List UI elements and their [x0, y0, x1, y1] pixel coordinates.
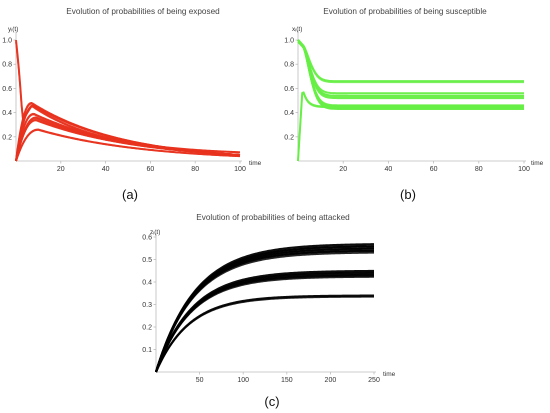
y-tick-label: 0.2 — [142, 325, 152, 332]
x-tick-label: 60 — [430, 166, 438, 173]
x-tick-label: 100 — [518, 166, 530, 173]
series-line — [154, 243, 375, 373]
y-tick-label: 1.0 — [2, 38, 12, 45]
series-line — [15, 39, 241, 154]
series-line — [15, 128, 241, 162]
x-axis-label: time — [249, 160, 262, 167]
y-tick-label: 0.4 — [2, 110, 12, 117]
series-line — [297, 91, 524, 162]
x-tick-label: 250 — [368, 377, 380, 384]
series-line — [297, 41, 524, 84]
chart-title: Evolution of probabilities of being atta… — [196, 213, 350, 222]
series-line — [155, 251, 375, 373]
series-line — [154, 294, 374, 373]
y-tick-label: 1.0 — [284, 38, 294, 45]
series-line — [155, 245, 375, 373]
y-tick-label: 0.2 — [284, 134, 294, 141]
series-line — [297, 39, 524, 97]
x-tick-label: 20 — [57, 166, 65, 173]
x-tick-label: 50 — [196, 377, 204, 384]
series-line — [155, 295, 375, 373]
y-axis-label: xᵢ(t) — [292, 26, 302, 33]
series-line — [297, 39, 524, 100]
series-line — [154, 269, 375, 373]
y-tick-label: 0.6 — [2, 86, 12, 93]
series-line — [154, 245, 375, 373]
y-axis-label: yᵢ(t) — [8, 26, 18, 33]
series-line — [155, 276, 374, 373]
panel-label: (a) — [122, 187, 138, 202]
series-line — [15, 129, 241, 162]
x-tick-label: 100 — [234, 166, 246, 173]
x-tick-label: 150 — [281, 377, 293, 384]
y-tick-label: 0.4 — [142, 280, 152, 287]
x-axis-label: time — [531, 160, 544, 167]
series-line — [15, 41, 241, 154]
series-line — [297, 92, 524, 162]
panel-label: (b) — [400, 187, 416, 202]
x-axis-label: time — [383, 371, 396, 378]
x-tick-label: 80 — [191, 166, 199, 173]
y-tick-label: 0.8 — [2, 62, 12, 69]
series-line — [297, 39, 524, 95]
y-tick-label: 0.2 — [2, 134, 12, 141]
y-axis-label: zᵢ(t) — [150, 229, 160, 236]
y-tick-label: 0.6 — [284, 86, 294, 93]
x-tick-label: 80 — [475, 166, 483, 173]
series-line — [297, 39, 524, 110]
y-tick-label: 0.5 — [142, 257, 152, 264]
series-line — [297, 39, 524, 107]
panel-label: (c) — [264, 394, 279, 409]
y-tick-label: 0.6 — [142, 235, 152, 242]
chart-title: Evolution of probabilities of being expo… — [66, 7, 220, 16]
x-tick-label: 60 — [147, 166, 155, 173]
y-tick-label: 0.1 — [142, 347, 152, 354]
y-tick-label: 0.3 — [142, 302, 152, 309]
x-tick-label: 40 — [385, 166, 393, 173]
y-tick-label: 0.4 — [284, 110, 294, 117]
y-tick-label: 0.8 — [284, 62, 294, 69]
series-line — [155, 271, 375, 373]
series-line — [297, 41, 524, 98]
x-tick-label: 40 — [102, 166, 110, 173]
x-tick-label: 200 — [325, 377, 337, 384]
series-line — [15, 119, 241, 162]
series-line — [297, 39, 524, 83]
chart-title: Evolution of probabilities of being susc… — [323, 7, 487, 16]
x-tick-label: 20 — [339, 166, 347, 173]
x-tick-label: 100 — [237, 377, 249, 384]
